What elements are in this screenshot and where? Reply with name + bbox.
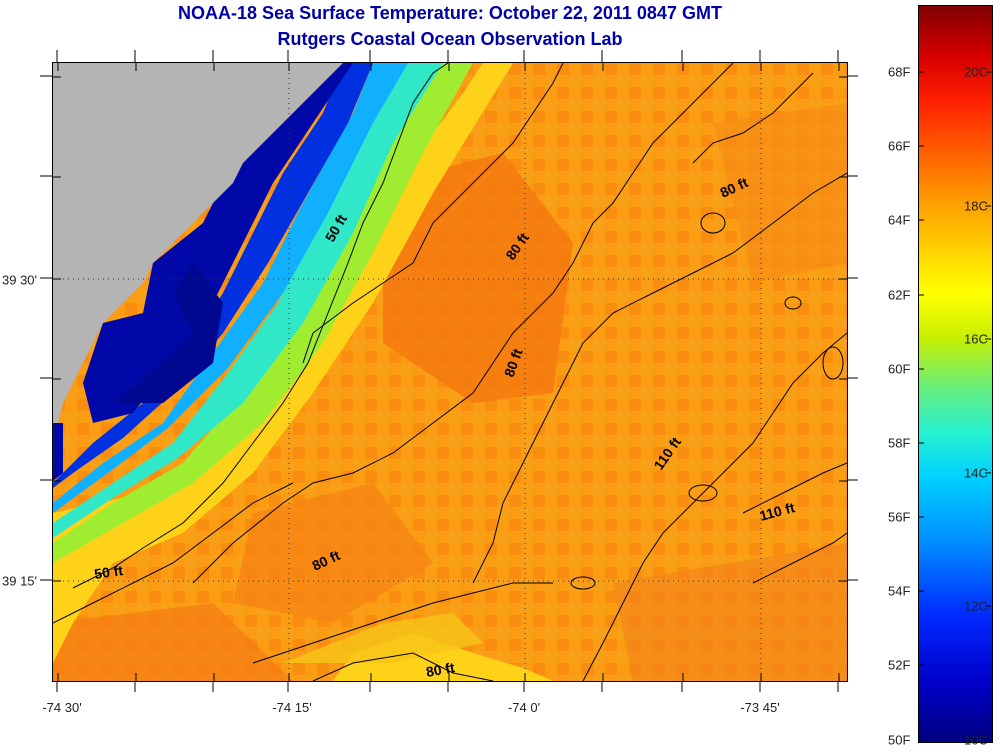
warm-patch [53,603,293,681]
contour-label: 50 ft [93,562,124,582]
cool-band [53,63,443,538]
map-subtitle: Rutgers Coastal Ocean Observation Lab [277,29,623,49]
warm-patch [233,483,433,623]
x-tick-label: -74 0' [507,700,541,715]
colorbar-label-c: 16C [964,331,988,347]
contour-label: 80 ft [425,659,456,680]
yellow-band [283,613,483,663]
cool-band [53,63,408,513]
temperature-colorbar [918,5,993,743]
warm-patch [383,153,573,403]
x-tick-label: -74 15' [272,700,312,715]
colorbar-label-f: 54F [888,583,911,599]
colorbar-label-f: 50F [888,732,911,748]
colorbar-label-c: 20C [964,64,988,80]
colorbar-label-c: 10C [964,732,988,748]
colorbar-label-f: 52F [888,657,911,673]
colorbar-label-f: 68F [888,64,911,80]
colorbar-label-c: 14C [964,465,988,481]
map-title: NOAA-18 Sea Surface Temperature: October… [178,3,722,23]
cold-water [83,63,353,423]
warm-patch [613,543,847,681]
land-area [53,423,63,481]
colorbar-label-f: 58F [888,435,911,451]
land-area [53,63,343,408]
colorbar-label-c: 18C [964,198,988,214]
colorbar-label-f: 62F [888,287,911,303]
x-tick-label: -73 45' [740,700,780,715]
cold-water [113,263,223,403]
colorbar-label-f: 60F [888,361,911,377]
y-tick-label: 39 30' [2,272,38,288]
sst-map: 50 ft 80 ft 80 ft 80 ft 80 ft 50 ft 110 … [52,62,848,682]
colorbar-label-f: 64F [888,212,911,228]
depth-contours [53,63,847,681]
colorbar-label-f: 66F [888,138,911,154]
warm-patch [713,103,847,283]
x-tick-label: -74 30' [42,700,82,715]
colorbar-label-c: 12C [964,598,988,614]
grid-lines [53,63,847,681]
colorbar-label-f: 56F [888,509,911,525]
y-tick-label: 39 15' [2,573,38,589]
cold-water [53,63,373,488]
axis-ticks [53,63,847,681]
